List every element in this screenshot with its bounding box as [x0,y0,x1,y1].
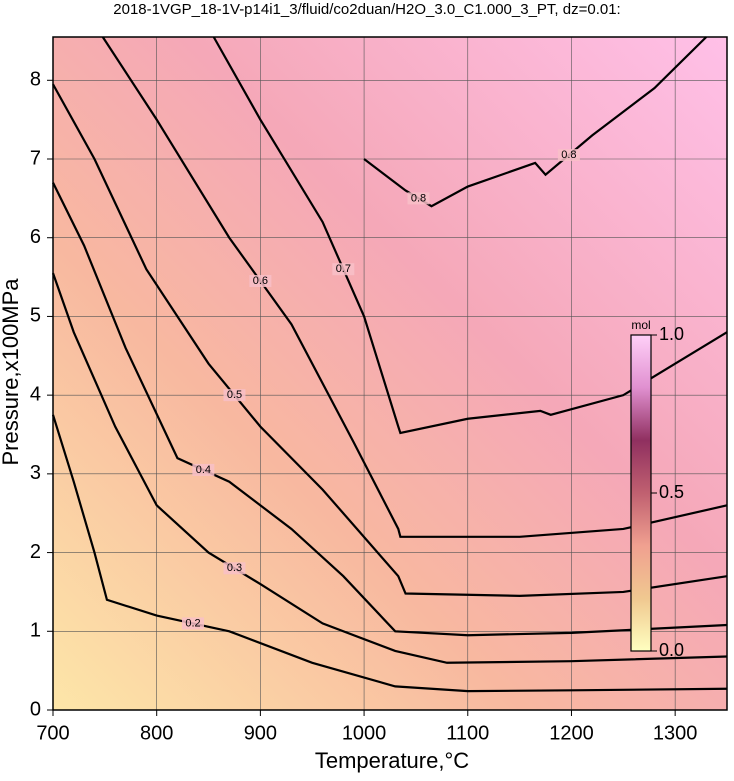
y-tick-label: 4 [30,383,41,405]
x-tick-label: 900 [244,722,277,744]
y-tick-label: 1 [30,620,41,642]
contour-line [101,36,728,538]
colorbar-tick-label: 1.0 [659,324,684,344]
colorbar-label: mol [631,318,650,332]
x-tick-label: 700 [36,722,69,744]
x-tick-label: 1300 [653,722,698,744]
contour-label-bg [223,389,246,402]
contour-line [52,182,728,637]
x-tick-label: 1000 [342,722,387,744]
y-tick-label: 2 [30,541,41,563]
contour-label: 0.5 [227,389,242,401]
contour-label: 0.6 [253,275,268,287]
chart-title: 2018-1VGP_18-1V-p14i1_3/fluid/co2duan/H2… [113,1,620,18]
y-tick-label: 0 [30,698,41,720]
colorbar [630,334,652,652]
contour-label-bg [407,192,430,205]
contour-line [51,272,728,664]
contour-label-bg [223,562,246,575]
contour-label-bg [249,275,272,288]
contour-label: 0.4 [196,464,211,476]
colorbar-tick-label: 0.5 [659,482,684,502]
y-tick-label: 7 [30,147,41,169]
y-axis-label: Pressure,x100MPa [0,278,23,466]
contour-label-bg [332,263,355,276]
x-tick-label: 800 [140,722,173,744]
contour-label-bg [192,463,215,476]
contour-label-bg [557,149,580,162]
contour-label: 0.3 [227,562,242,574]
y-tick-label: 6 [30,226,41,248]
y-tick-label: 3 [30,462,41,484]
y-tick-label: 8 [30,69,41,91]
contour-line [212,36,728,435]
plot-frame [52,36,728,711]
x-axis-label: Temperature,°C [315,748,469,773]
y-tick-label: 5 [30,305,41,327]
plot-background [53,37,727,710]
contour-line [52,83,728,597]
contour-label: 0.8 [561,149,576,161]
x-tick-label: 1100 [446,722,489,744]
contour-label: 0.2 [185,617,200,629]
contour-label: 0.8 [411,192,426,204]
contour-label-bg [181,617,204,630]
colorbar-tick-label: 0.0 [659,640,684,660]
contour-label: 0.7 [336,263,351,275]
x-tick-label: 1200 [549,722,594,744]
contour-line [51,414,728,693]
